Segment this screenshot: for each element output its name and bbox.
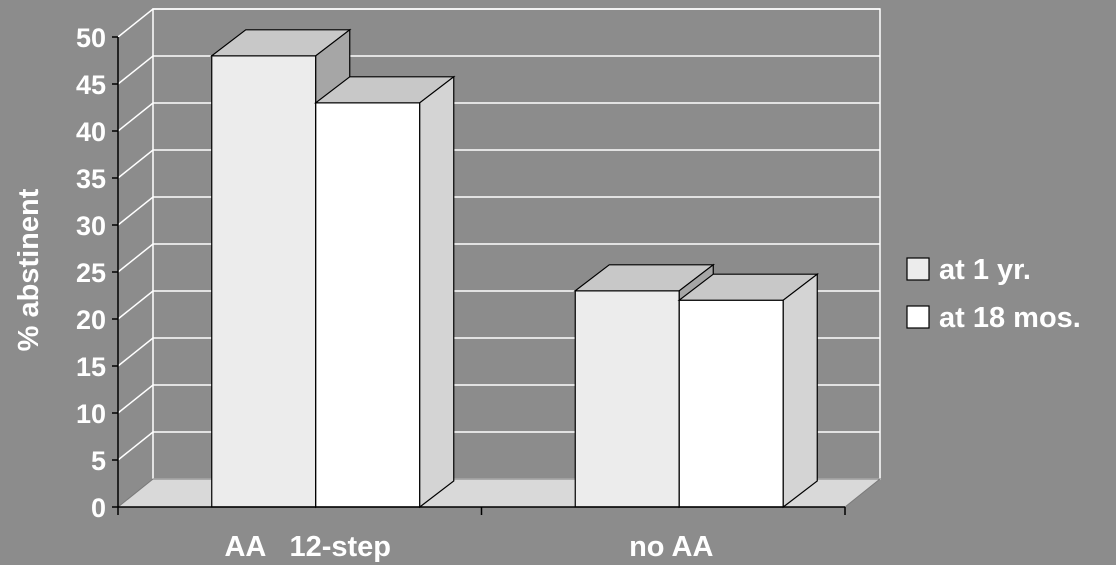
bar	[677, 272, 820, 509]
bar-front	[574, 290, 680, 508]
legend-swatch	[906, 257, 930, 281]
y-tick-label: 15	[76, 352, 106, 382]
legend-label: at 1 yr.	[939, 254, 1031, 286]
y-tick-label: 40	[76, 117, 106, 147]
legend-swatch	[906, 305, 930, 329]
y-tick-label: 10	[76, 399, 106, 429]
bar	[313, 75, 456, 509]
y-tick-label: 35	[76, 164, 106, 194]
y-axis-title: % abstinent	[13, 188, 45, 351]
y-tick-label: 0	[91, 493, 106, 523]
x-category-label: AA 12-step	[224, 531, 391, 563]
gridline	[117, 149, 880, 179]
y-tick-label: 30	[76, 211, 106, 241]
bar-front	[315, 102, 421, 508]
gridline	[117, 196, 880, 226]
x-category-label: no AA	[629, 531, 713, 563]
bar-front	[211, 55, 317, 508]
y-tick-label: 20	[76, 305, 106, 335]
chart-bars	[209, 28, 820, 509]
bar-side	[419, 75, 455, 509]
y-tick-label: 45	[76, 70, 106, 100]
y-tick-label: 25	[76, 258, 106, 288]
gridline	[117, 102, 880, 132]
legend-label: at 18 mos.	[939, 302, 1081, 334]
bar-side	[782, 272, 818, 509]
legend: at 1 yr. at 18 mos.	[906, 254, 1081, 334]
legend-item: at 1 yr.	[906, 254, 1031, 286]
gridline	[117, 8, 880, 38]
y-tick-label: 5	[91, 446, 106, 476]
gridline	[117, 243, 880, 273]
y-tick-label: 50	[76, 23, 106, 53]
chart-axes: 0 5 10 15 20 25 30 35 40 45 50 AA 12-step no AA	[76, 23, 846, 563]
gridline	[117, 55, 880, 85]
bar-front	[678, 299, 784, 508]
legend-item: at 18 mos.	[906, 302, 1081, 334]
